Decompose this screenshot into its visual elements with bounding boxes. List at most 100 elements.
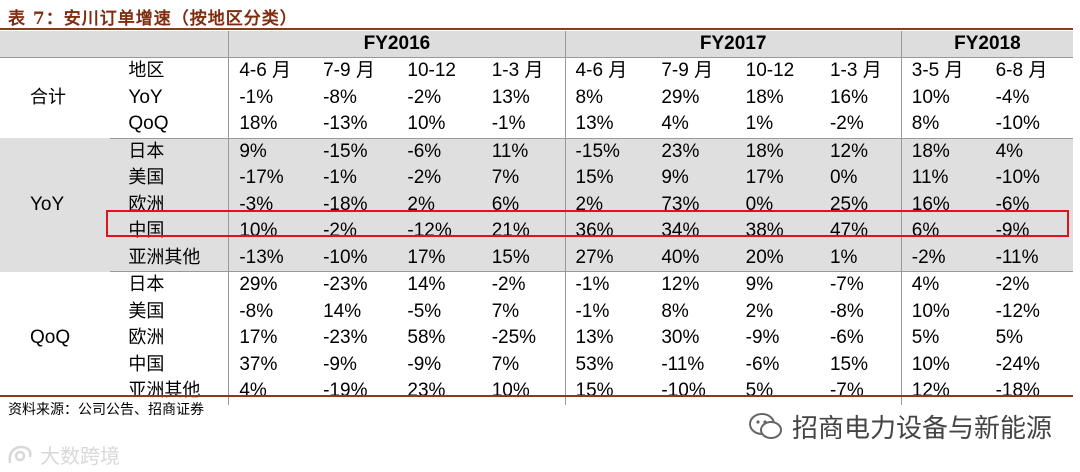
cell: 73% xyxy=(651,191,736,218)
cell: 10% xyxy=(900,298,986,325)
cell: 18% xyxy=(745,86,784,108)
logo-icon xyxy=(8,445,32,463)
cell: -9% xyxy=(407,353,442,375)
cell: 29% xyxy=(228,271,314,299)
row-label: 亚洲其他 xyxy=(110,244,229,272)
cell: 53% xyxy=(564,351,652,378)
cell: 13% xyxy=(491,86,530,108)
period-label: 地区 xyxy=(128,60,165,81)
cell: 5% xyxy=(745,380,774,401)
cell: -2% xyxy=(407,86,442,108)
row-label: 日本 xyxy=(110,138,229,165)
cell: -24% xyxy=(995,353,1040,375)
period-cell: 10-12 xyxy=(407,60,457,81)
cell: -2% xyxy=(397,165,482,192)
cell: -8% xyxy=(228,298,314,325)
period-cell: 4-6 月 xyxy=(228,57,314,85)
cell: 30% xyxy=(661,327,700,348)
header-fy2017: FY2017 xyxy=(564,31,902,58)
cell: 15% xyxy=(564,165,652,192)
cell: 9% xyxy=(228,138,314,165)
cell: 10% xyxy=(397,111,482,139)
cell: 58% xyxy=(407,327,446,348)
bottom-rule xyxy=(0,395,1073,397)
cell: 10% xyxy=(900,84,986,111)
cell: 14% xyxy=(407,274,446,295)
table-row: QoQ 18% -13% 10% -1% 13% 4% 1% -2% 8% -1… xyxy=(0,111,1073,139)
table-row: YoY -1% -8% -2% 13% 8% 29% 18% 16% 10% -… xyxy=(0,84,1073,111)
cell: -8% xyxy=(829,300,864,322)
cell: 18% xyxy=(900,138,986,165)
cell: 12% xyxy=(819,138,902,165)
cell: 13% xyxy=(564,111,652,139)
cell: -13% xyxy=(228,244,314,272)
cell: 4% xyxy=(900,271,986,299)
cell: 27% xyxy=(564,244,652,272)
yoy-section: YoY 日本 9% -15% -6% 11% -15% 23% 18% 12% 18% 4% 美国 -17… xyxy=(0,138,1073,272)
table-row: QoQ 日本 29% -23% 14% -2% -1% 12% 9% -7% 4% -2% xyxy=(0,271,1073,348)
cell: -7% xyxy=(829,274,864,295)
cell: 12% xyxy=(661,274,700,295)
table-row: 中国 10% -2% -12% 21% 36% 34% 38% 47% 6% -9% xyxy=(0,218,1073,245)
cell: -23% xyxy=(323,327,368,348)
cell: 18% xyxy=(228,111,314,139)
cell: 14% xyxy=(323,300,362,322)
table-title: 表 7：安川订单增速（按地区分类） xyxy=(8,9,298,29)
cell: -7% xyxy=(829,380,864,401)
cell: 11% xyxy=(900,165,986,192)
cell: -23% xyxy=(323,274,368,295)
cell: -8% xyxy=(323,86,357,108)
header-fy2018: FY2018 xyxy=(900,31,1073,58)
cell: 0% xyxy=(735,191,820,218)
cell: 12% xyxy=(900,378,986,405)
table-row: 欧洲 17% -23% 58% -25% 13% 30% -9% -6% 5% 5% xyxy=(0,325,1073,352)
cell: -3% xyxy=(228,191,314,218)
cell: 2% xyxy=(564,191,652,218)
group-yoy: YoY xyxy=(0,138,111,272)
cell: -2% xyxy=(491,274,526,295)
header-fy2016: FY2016 xyxy=(228,31,566,58)
table-row: 欧洲 -3% -18% 2% 6% 2% 73% 0% 25% 16% -6% xyxy=(0,191,1073,218)
china-yoy-highlight-box xyxy=(106,210,1069,237)
cell: -19% xyxy=(323,380,368,401)
cell: -6% xyxy=(985,191,1073,218)
site-logo: 大数跨境 xyxy=(6,440,120,469)
cell: -25% xyxy=(491,327,537,348)
cell: 40% xyxy=(651,244,736,272)
watermark: 招商电力设备与新能源 xyxy=(748,408,1052,445)
row-label: QoQ xyxy=(110,111,229,139)
qoq-section: QoQ 日本 29% -23% 14% -2% -1% 12% 9% -7% 4% -2% 美国 -8% 1… xyxy=(0,271,1073,405)
cell: 18% xyxy=(735,138,820,165)
cell: 37% xyxy=(228,351,314,378)
row-label: 美国 xyxy=(128,300,165,322)
cell: 8% xyxy=(564,84,652,111)
cell: 17% xyxy=(397,244,482,272)
table-row: YoY 日本 9% -15% -6% 11% -15% 23% 18% 12% 18% 4% xyxy=(0,138,1073,272)
cell: -12% xyxy=(995,300,1040,322)
cell: -18% xyxy=(313,191,398,218)
period-cell: 1-3 月 xyxy=(491,60,544,81)
period-cell: 4-6 月 xyxy=(564,57,652,85)
cell: 15% xyxy=(829,353,868,375)
cell: -10% xyxy=(661,380,706,401)
group-qoq: QoQ xyxy=(30,326,71,348)
cell: -9% xyxy=(745,327,780,348)
cell: 15% xyxy=(481,244,566,272)
row-label: 欧洲 xyxy=(110,191,229,218)
watermark-text: 招商电力设备与新能源 xyxy=(791,414,1052,444)
cell: -6% xyxy=(829,327,864,348)
cell: 23% xyxy=(651,138,736,165)
cell: 16% xyxy=(900,191,986,218)
cell: 2% xyxy=(397,191,482,218)
cell: -1% xyxy=(564,298,652,325)
cell: 9% xyxy=(745,274,774,295)
source-note: 资料来源：公司公告、招商证券 xyxy=(8,402,204,418)
cell: 6% xyxy=(481,191,566,218)
cell: 1% xyxy=(819,244,902,272)
cell: 20% xyxy=(735,244,820,272)
cell: -10% xyxy=(985,165,1073,192)
cell: -1% xyxy=(228,84,314,111)
table-row: 美国 -17% -1% -2% 7% 15% 9% 17% 0% 11% -10% xyxy=(0,165,1073,192)
cell: 17% xyxy=(228,325,314,352)
cell: -1% xyxy=(481,111,566,139)
